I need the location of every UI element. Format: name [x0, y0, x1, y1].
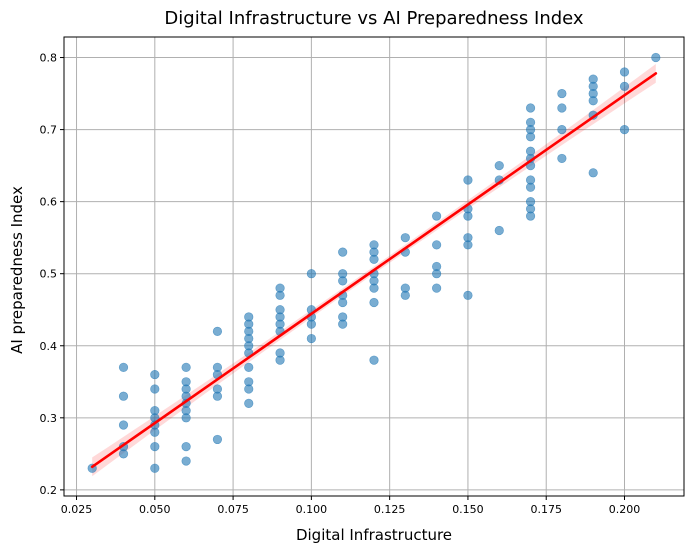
data-point — [118, 449, 129, 459]
y-tick-label: 0.7 — [40, 124, 58, 137]
x-tick-label: 0.050 — [139, 503, 171, 516]
data-point — [369, 254, 379, 264]
data-point — [525, 103, 536, 113]
data-point — [432, 211, 442, 221]
x-tick-label: 0.100 — [296, 503, 328, 516]
data-point — [244, 384, 254, 394]
y-tick-label: 0.6 — [40, 196, 58, 209]
data-point — [118, 362, 129, 372]
data-point — [244, 362, 254, 372]
data-point — [525, 182, 536, 192]
data-point — [338, 297, 348, 308]
regression-line-group — [90, 72, 658, 469]
data-point — [463, 240, 473, 250]
data-point — [400, 233, 410, 243]
x-tick-label: 0.125 — [374, 503, 406, 516]
data-point — [557, 124, 567, 135]
y-tick-label: 0.5 — [40, 268, 58, 281]
data-point — [432, 240, 442, 250]
data-point — [338, 319, 348, 329]
x-axis-label: Digital Infrastructure — [296, 526, 452, 544]
data-point — [432, 283, 442, 293]
grid — [64, 37, 684, 496]
data-point — [118, 391, 129, 401]
data-point — [150, 463, 160, 473]
data-point — [588, 168, 598, 178]
chart-title: Digital Infrastructure vs AI Preparednes… — [164, 8, 584, 29]
data-point — [619, 81, 630, 91]
data-point — [306, 269, 316, 279]
data-point — [244, 398, 254, 409]
y-tick-label: 0.3 — [40, 412, 58, 425]
data-point — [150, 442, 160, 452]
x-tick-label: 0.200 — [609, 503, 641, 516]
x-tick-label: 0.175 — [530, 503, 562, 516]
data-point — [212, 391, 223, 401]
data-point — [369, 283, 379, 293]
data-point — [181, 362, 191, 372]
data-point — [212, 326, 223, 336]
data-point — [557, 153, 567, 164]
data-point — [338, 276, 348, 286]
data-point — [181, 456, 191, 466]
data-point — [525, 211, 536, 221]
data-point — [369, 297, 379, 308]
data-point — [150, 427, 160, 437]
data-point — [494, 161, 504, 171]
data-point — [651, 52, 661, 63]
data-point — [463, 211, 473, 221]
x-tick-label: 0.025 — [61, 503, 93, 516]
data-point — [150, 369, 160, 380]
data-point — [181, 442, 191, 452]
x-tick-label: 0.150 — [452, 503, 484, 516]
data-point — [619, 124, 630, 135]
data-point — [306, 319, 316, 329]
axis-ticks: 0.025 0.050 0.075 0.100 0.125 0.150 0.175 0.200… — [40, 52, 641, 516]
y-tick-label: 0.8 — [40, 52, 58, 65]
data-point — [338, 247, 348, 257]
data-point — [588, 96, 598, 106]
regression-line — [90, 72, 658, 469]
y-tick-label: 0.4 — [40, 340, 58, 353]
data-point — [150, 384, 160, 394]
data-point — [212, 434, 223, 445]
data-point — [306, 333, 316, 344]
data-point — [557, 103, 567, 113]
data-point — [432, 269, 442, 279]
plot-frame — [63, 36, 685, 497]
data-point — [181, 413, 191, 423]
y-axis-label: AI preparedness Index — [8, 186, 26, 354]
data-point — [118, 420, 129, 430]
data-point — [494, 225, 504, 236]
data-point — [463, 175, 473, 185]
data-point — [275, 355, 285, 365]
x-tick-label: 0.075 — [217, 503, 249, 516]
y-tick-label: 0.2 — [40, 484, 58, 497]
data-point — [463, 290, 473, 300]
data-point — [369, 355, 379, 365]
data-point — [400, 290, 410, 300]
data-point — [525, 132, 536, 142]
data-point — [275, 290, 285, 300]
data-point — [619, 67, 630, 77]
data-point — [557, 88, 567, 99]
